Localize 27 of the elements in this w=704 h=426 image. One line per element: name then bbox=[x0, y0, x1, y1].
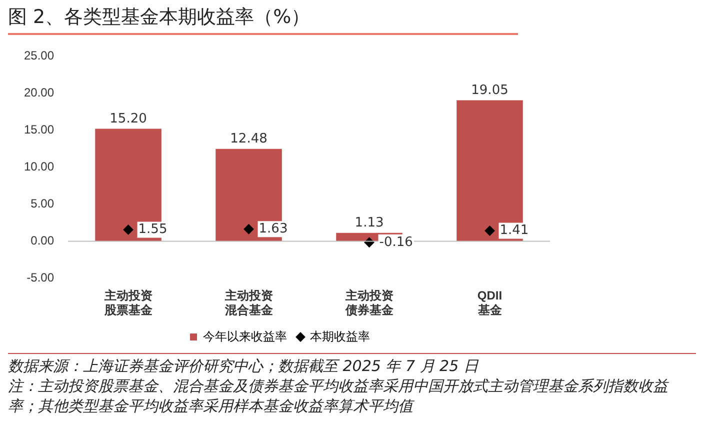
y-tick-label: 0.00 bbox=[30, 234, 54, 248]
x-tick-label: 主动投资股票基金 bbox=[103, 288, 154, 318]
chart-title: 图 2、各类型基金本期收益率（%） bbox=[8, 4, 518, 35]
y-tick-label: 15.00 bbox=[24, 122, 54, 137]
point bbox=[123, 224, 134, 235]
legend-label: 本期收益率 bbox=[310, 329, 370, 344]
y-tick-label: 5.00 bbox=[30, 196, 54, 211]
source-note: 数据来源：上海证券基金评价研究中心；数据截至 2025 年 7 月 25 日 bbox=[8, 356, 480, 376]
point bbox=[484, 226, 495, 236]
y-tick-label: 25.00 bbox=[24, 48, 54, 63]
x-tick-label: 主动投资混合基金 bbox=[224, 288, 274, 318]
y-tick-label: 20.00 bbox=[24, 86, 54, 100]
data-label: 15.20 bbox=[110, 112, 147, 127]
data-label: 1.63 bbox=[258, 222, 288, 237]
data-label: 1.55 bbox=[138, 222, 168, 238]
y-tick-label: 10.00 bbox=[24, 160, 54, 174]
data-label: 1.41 bbox=[500, 223, 529, 238]
data-label: 19.05 bbox=[471, 83, 508, 98]
data-label: 12.48 bbox=[230, 132, 268, 147]
data-label: -0.16 bbox=[379, 234, 413, 250]
data-label: 1.13 bbox=[354, 216, 384, 231]
point bbox=[244, 224, 254, 234]
legend-label: 今年以来收益率 bbox=[203, 329, 287, 344]
x-tick-label: 主动投资债券基金 bbox=[344, 288, 394, 318]
text: 注：主动投资股票基金、混合基金及债券基金平均收益率采用中国开放式主动管理基金系列指数收益率；其他类型基金平均收益率采用样本基金收益率算术平均值 bbox=[8, 376, 670, 416]
y-tick-label: -5.00 bbox=[26, 270, 54, 285]
x-tick-label: QDII基金 bbox=[476, 288, 503, 318]
